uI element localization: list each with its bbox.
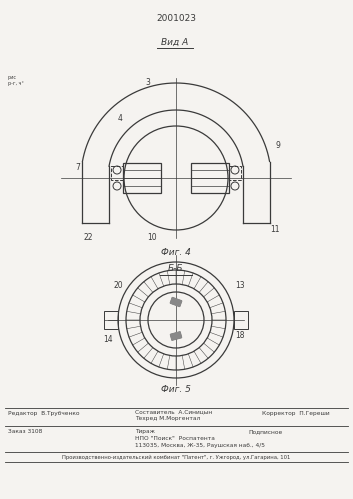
Text: 10: 10 (147, 234, 157, 243)
Text: 18: 18 (235, 330, 245, 339)
Text: 14: 14 (103, 335, 113, 344)
Text: Б-Б: Б-Б (168, 264, 184, 273)
Text: Составитель  А.Синицын: Составитель А.Синицын (135, 409, 212, 414)
Text: 113035, Москва, Ж-35, Раушская наб., 4/5: 113035, Москва, Ж-35, Раушская наб., 4/5 (135, 443, 265, 448)
Text: Подписное: Подписное (248, 429, 282, 434)
Text: Тираж: Тираж (135, 429, 155, 434)
Text: 13: 13 (235, 281, 245, 290)
Text: Корректор  П.Гереши: Корректор П.Гереши (262, 411, 330, 416)
Text: 20: 20 (113, 281, 123, 290)
Text: Техред М.Моргентал: Техред М.Моргентал (135, 416, 200, 421)
Text: Заказ 3108: Заказ 3108 (8, 429, 42, 434)
Bar (123, 163, 161, 193)
Text: Фиг. 5: Фиг. 5 (161, 385, 191, 394)
Text: 11: 11 (270, 226, 280, 235)
Text: 3: 3 (145, 77, 150, 86)
Text: Производственно-издательский комбинат "Патент", г. Ужгород, ул.Гагарина, 101: Производственно-издательский комбинат "П… (62, 455, 290, 460)
Text: Вид А: Вид А (161, 38, 189, 47)
Text: рис
р-г, ч°: рис р-г, ч° (8, 75, 24, 86)
Text: 7: 7 (76, 164, 80, 173)
Text: 22: 22 (83, 234, 93, 243)
Bar (229, 166, 241, 180)
Polygon shape (170, 297, 182, 306)
Bar (104, 311, 118, 329)
Text: 9: 9 (276, 141, 280, 150)
Text: 4: 4 (118, 113, 122, 122)
Bar (111, 166, 123, 180)
Text: Редактор  В.Трубченко: Редактор В.Трубченко (8, 411, 79, 416)
Text: Фиг. 4: Фиг. 4 (161, 248, 191, 257)
Text: 2001023: 2001023 (156, 14, 196, 23)
Bar (234, 311, 248, 329)
Text: НПО "Поиск"  Роспатента: НПО "Поиск" Роспатента (135, 436, 215, 441)
Polygon shape (170, 332, 181, 340)
Bar (191, 163, 229, 193)
